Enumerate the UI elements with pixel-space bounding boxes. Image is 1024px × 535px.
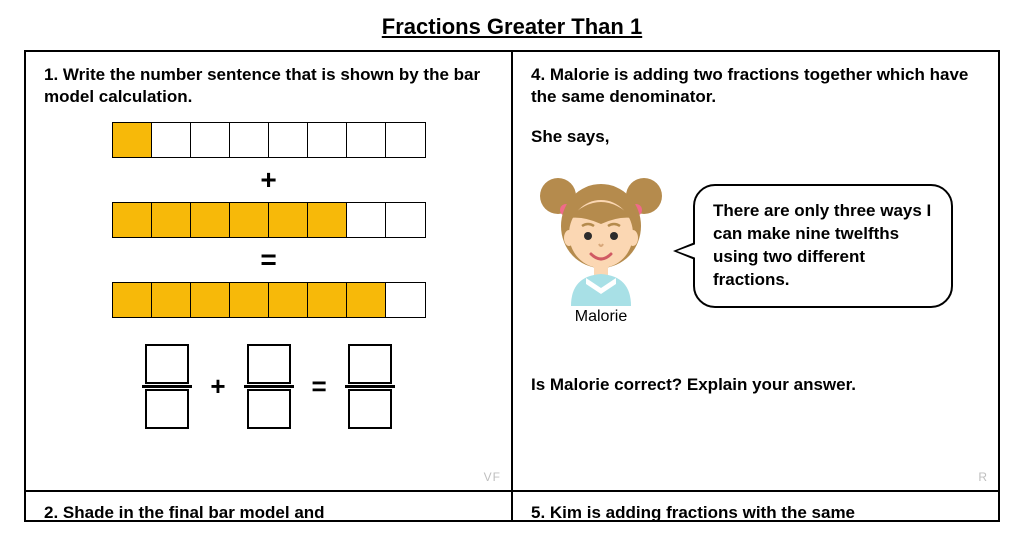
avatar-wrap: Malorie xyxy=(531,166,671,326)
question-grid: 1. Write the number sentence that is sho… xyxy=(24,50,1000,522)
bar-segment xyxy=(230,203,269,237)
denominator-box[interactable] xyxy=(145,389,189,429)
bar-segment xyxy=(113,203,152,237)
bar-segment xyxy=(113,283,152,317)
bar-segment xyxy=(347,203,386,237)
q4-followup: Is Malorie correct? Explain your answer. xyxy=(531,374,980,396)
speech-text: There are only three ways I can make nin… xyxy=(713,201,931,289)
q4-prompt: 4. Malorie is adding two fractions toget… xyxy=(531,64,980,108)
denominator-box[interactable] xyxy=(348,389,392,429)
bar-segment xyxy=(386,123,425,157)
bar-segment xyxy=(386,283,425,317)
bar-segment xyxy=(308,203,347,237)
bar-segment xyxy=(191,203,230,237)
fraction-line xyxy=(142,385,192,388)
bar-segment xyxy=(347,283,386,317)
bar-segment xyxy=(191,123,230,157)
plus-symbol: + xyxy=(260,166,276,194)
equals-symbol: = xyxy=(260,246,276,274)
speech-bubble: There are only three ways I can make nin… xyxy=(693,184,953,308)
bar-segment xyxy=(230,283,269,317)
numerator-box[interactable] xyxy=(145,344,189,384)
denominator-box[interactable] xyxy=(247,389,291,429)
bar-segment xyxy=(308,123,347,157)
worksheet-page: Fractions Greater Than 1 1. Write the nu… xyxy=(0,0,1024,522)
bar-row-2 xyxy=(112,202,426,238)
question-5: 5. Kim is adding fractions with the same xyxy=(512,491,999,521)
fraction-blank-1[interactable] xyxy=(142,344,192,429)
avatar-name: Malorie xyxy=(575,308,627,326)
numerator-box[interactable] xyxy=(247,344,291,384)
equals-symbol: = xyxy=(312,371,327,402)
q5-prompt: 5. Kim is adding fractions with the same xyxy=(531,502,980,521)
question-2: 2. Shade in the final bar model and xyxy=(25,491,512,521)
question-4: 4. Malorie is adding two fractions toget… xyxy=(512,51,999,491)
bar-segment xyxy=(269,283,308,317)
page-title: Fractions Greater Than 1 xyxy=(24,14,1000,40)
bar-segment xyxy=(230,123,269,157)
bar-segment xyxy=(386,203,425,237)
bar-segment xyxy=(152,123,191,157)
fraction-line xyxy=(345,385,395,388)
fraction-blank-3[interactable] xyxy=(345,344,395,429)
fraction-line xyxy=(244,385,294,388)
bar-row-1 xyxy=(112,122,426,158)
fraction-equation: + = xyxy=(44,344,493,429)
bar-row-3 xyxy=(112,282,426,318)
q4-tag: R xyxy=(978,470,988,484)
bar-segment xyxy=(191,283,230,317)
q1-tag: VF xyxy=(484,470,501,484)
q2-prompt: 2. Shade in the final bar model and xyxy=(44,502,493,521)
bar-segment xyxy=(152,283,191,317)
numerator-box[interactable] xyxy=(348,344,392,384)
q1-prompt: 1. Write the number sentence that is sho… xyxy=(44,64,493,108)
bar-segment xyxy=(269,203,308,237)
q1-bar-models: + = xyxy=(44,122,493,318)
bar-segment xyxy=(347,123,386,157)
bar-segment xyxy=(308,283,347,317)
bar-segment xyxy=(113,123,152,157)
bar-segment xyxy=(269,123,308,157)
fraction-blank-2[interactable] xyxy=(244,344,294,429)
plus-symbol: + xyxy=(210,371,225,402)
malorie-avatar xyxy=(536,166,666,306)
q4-speech-row: Malorie There are only three ways I can … xyxy=(531,166,980,326)
question-1: 1. Write the number sentence that is sho… xyxy=(25,51,512,491)
bar-segment xyxy=(152,203,191,237)
q4-she-says: She says, xyxy=(531,126,980,148)
